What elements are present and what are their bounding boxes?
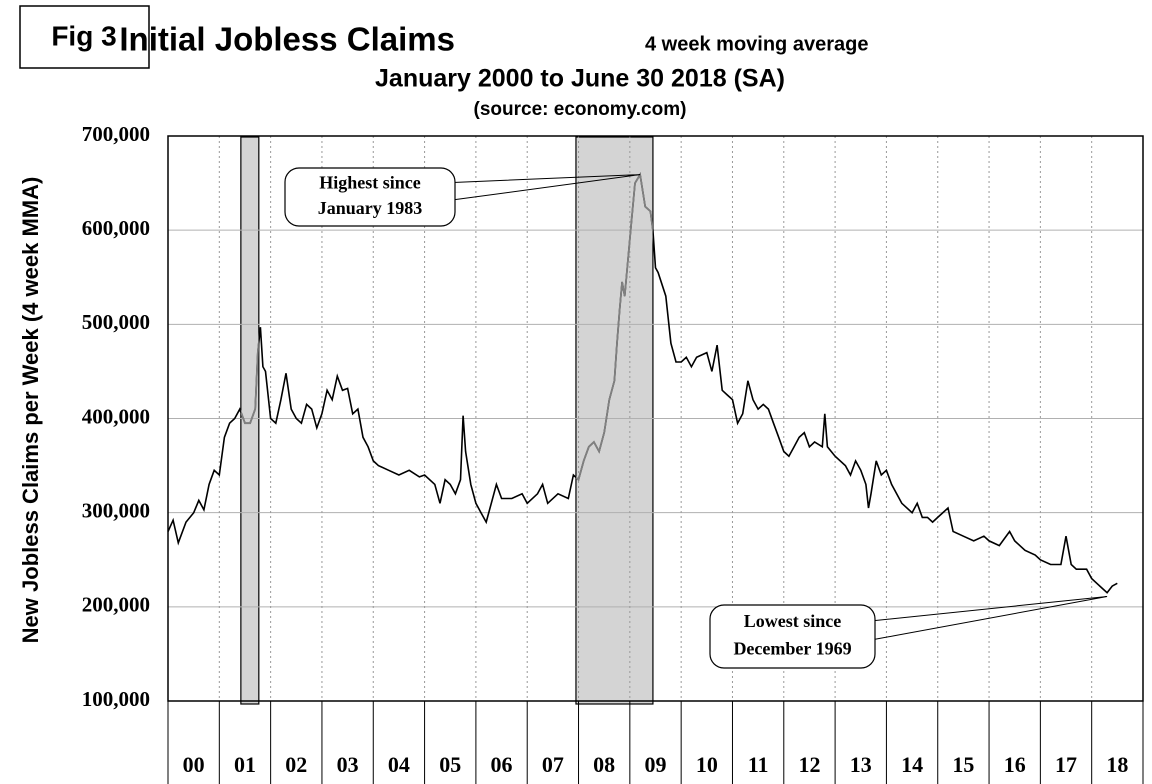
x-tick-label: 03 bbox=[337, 752, 359, 777]
figure-label-box bbox=[19, 5, 150, 69]
annotation-text: Lowest since bbox=[744, 611, 842, 631]
x-tick-label: 10 bbox=[696, 752, 718, 777]
annotation-text: January 1983 bbox=[318, 198, 423, 218]
x-tick-label: 14 bbox=[901, 752, 923, 777]
x-tick-label: 06 bbox=[491, 752, 513, 777]
annotation-pointer bbox=[452, 174, 641, 201]
chart-source: (source: economy.com) bbox=[474, 99, 687, 120]
y-tick-label: 400,000 bbox=[82, 404, 150, 428]
annotation-box bbox=[709, 604, 876, 669]
y-tick-label: 200,000 bbox=[82, 593, 150, 617]
recession-band bbox=[240, 136, 260, 705]
annotation-text: December 1969 bbox=[733, 638, 851, 658]
x-tick-label: 04 bbox=[388, 752, 410, 777]
x-tick-label: 13 bbox=[850, 752, 872, 777]
x-tick-label: 09 bbox=[645, 752, 667, 777]
chart-subtitle: January 2000 to June 30 2018 (SA) bbox=[375, 65, 785, 93]
y-tick-label: 300,000 bbox=[82, 498, 150, 522]
x-tick-label: 01 bbox=[234, 752, 256, 777]
x-tick-label: 12 bbox=[798, 752, 820, 777]
annotation-box bbox=[284, 167, 456, 227]
x-tick-label: 15 bbox=[952, 752, 974, 777]
x-tick-label: 17 bbox=[1055, 752, 1077, 777]
y-tick-label: 500,000 bbox=[82, 310, 150, 334]
y-axis-label: New Jobless Claims per Week (4 week MMA) bbox=[18, 177, 43, 644]
x-tick-label: 08 bbox=[593, 752, 615, 777]
x-tick-label: 00 bbox=[183, 752, 205, 777]
chart-title: Initial Jobless Claims bbox=[119, 21, 455, 58]
x-tick-label: 18 bbox=[1106, 752, 1128, 777]
annotation-pointer bbox=[872, 595, 1108, 641]
y-tick-label: 700,000 bbox=[82, 122, 150, 146]
x-tick-label: 16 bbox=[1004, 752, 1026, 777]
x-tick-label: 11 bbox=[748, 752, 769, 777]
title-note: 4 week moving average bbox=[645, 33, 868, 55]
x-tick-label: 05 bbox=[439, 752, 461, 777]
recession-band bbox=[575, 136, 654, 705]
y-tick-label: 100,000 bbox=[82, 687, 150, 711]
plot-frame bbox=[167, 135, 1144, 702]
annotation-text: Highest since bbox=[319, 172, 421, 192]
x-tick-label: 07 bbox=[542, 752, 564, 777]
y-tick-label: 600,000 bbox=[82, 216, 150, 240]
figure-label: Fig 3 bbox=[51, 20, 116, 51]
x-tick-label: 02 bbox=[285, 752, 307, 777]
